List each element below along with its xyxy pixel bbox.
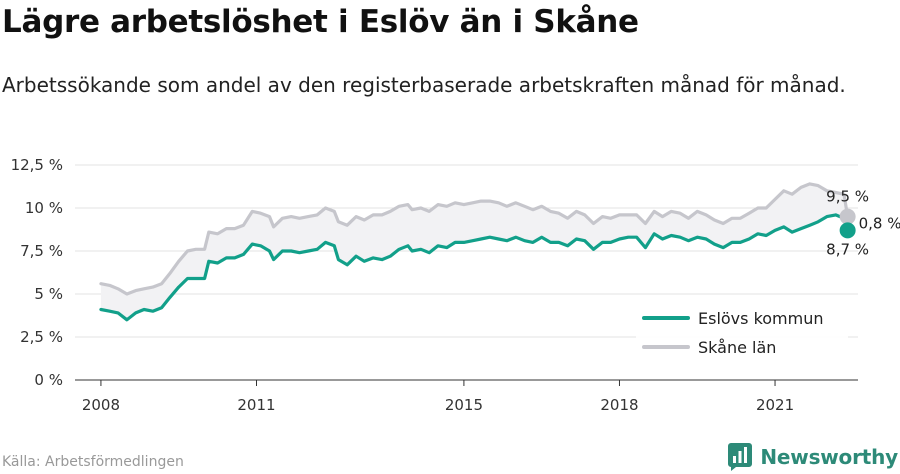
y-tick-label: 10 % [25,199,63,217]
end-markers [839,208,856,239]
end-label-difference: 0,8 % [859,214,900,232]
newsworthy-logo-icon [728,443,753,471]
x-axis-ticks: 2008 2011 2015 2018 2021 [82,380,794,414]
end-label-skane: 9,5 % [826,188,869,206]
y-tick-label: 7,5 % [20,242,63,260]
y-tick-label: 12,5 % [11,156,63,174]
brand: Newsworthy [728,440,898,474]
chart-subtitle: Arbetssökande som andel av den registerb… [2,73,846,97]
x-tick-label: 2018 [600,396,638,414]
end-label-eslov: 8,7 % [826,240,869,258]
legend-label-skane: Skåne län [698,338,776,357]
x-tick-label: 2015 [445,396,483,414]
y-tick-label: 0 % [34,371,63,389]
legend-background [636,299,848,369]
series-line-skane [99,182,850,296]
chart-title: Lägre arbetslöshet i Eslöv än i Skåne [2,4,639,40]
x-tick-label: 2011 [237,396,275,414]
x-tick-label: 2008 [82,396,120,414]
y-tick-label: 5 % [34,285,63,303]
series-lines [99,182,850,322]
legend: Eslövs kommun Skåne län [636,299,848,369]
brand-name: Newsworthy [760,445,898,469]
y-axis-ticks: 0 % 2,5 % 5 % 7,5 % 10 % 12,5 % [11,156,63,389]
source-note: Källa: Arbetsförmedlingen [2,454,184,470]
end-point-skane [839,208,856,225]
series-line-eslov [99,213,850,322]
y-tick-label: 2,5 % [20,328,63,346]
grid-lines [75,164,858,338]
end-point-eslov [839,222,856,239]
x-tick-label: 2021 [756,396,794,414]
legend-label-eslov: Eslövs kommun [698,309,824,328]
